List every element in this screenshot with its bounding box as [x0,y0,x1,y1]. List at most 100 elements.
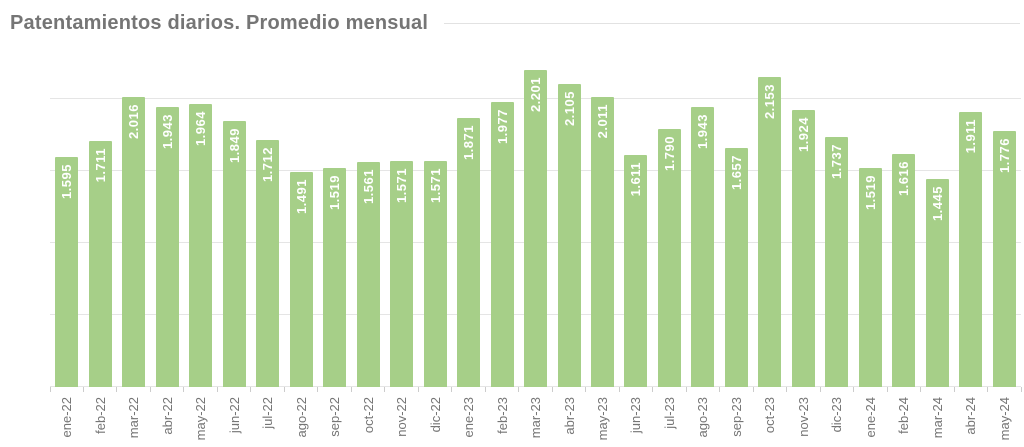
bar: 1.871 [457,117,481,387]
bar-slot: 1.571 [385,55,418,387]
bar: 1.943 [691,107,715,387]
x-axis-label: may-23 [594,397,610,441]
bar-value-label: 1.445 [929,185,945,221]
chart-header: Patentamientos diarios. Promedio mensual [10,12,1020,35]
x-axis-label: ago-22 [293,397,309,438]
x-label-slot: abr-23 [552,397,585,445]
x-axis-label: jun-22 [226,397,242,434]
axis-tick [1020,387,1022,392]
bar: 1.737 [825,136,849,387]
bar-value-label: 1.871 [461,124,477,160]
axis-ticks [49,387,1022,392]
bar-value-label: 1.911 [963,118,979,154]
bar-value-label: 1.711 [92,147,108,182]
bar-slot: 1.790 [653,55,686,387]
bar-value-label: 1.616 [896,161,912,197]
bar-value-label: 2.011 [594,104,610,139]
bar-value-label: 1.943 [159,114,175,150]
bar: 1.776 [992,131,1016,387]
title-rule [444,23,1020,24]
x-axis-label: ene-22 [59,397,75,438]
axis-tick [920,387,922,392]
x-label-slot: abr-22 [150,397,183,445]
bar-slot: 1.711 [83,55,116,387]
bar-slot: 1.776 [988,55,1021,387]
axis-tick [283,387,285,392]
bar: 1.616 [892,154,916,387]
bar-value-label: 2.105 [561,90,577,126]
x-label-slot: jun-22 [217,397,250,445]
bar: 2.016 [122,96,146,387]
axis-tick [183,387,185,392]
bar-value-label: 1.712 [260,147,276,183]
x-label-slot: dic-22 [418,397,451,445]
axis-tick [49,387,51,392]
axis-tick [853,387,855,392]
bar: 1.657 [724,148,748,387]
axis-tick [819,387,821,392]
bar-slot: 1.445 [921,55,954,387]
axis-tick [82,387,84,392]
bar-slot: 2.016 [117,55,150,387]
bar-slot: 1.595 [50,55,83,387]
x-axis-label: mar-24 [929,397,945,439]
x-axis-label: ene-23 [461,397,477,438]
bar-slot: 1.657 [720,55,753,387]
bar-slot: 1.712 [251,55,284,387]
axis-tick [317,387,319,392]
bar-value-label: 1.737 [829,143,845,179]
bar: 1.849 [222,120,246,387]
bar: 2.011 [590,97,614,387]
x-label-slot: may-23 [586,397,619,445]
x-label-slot: nov-22 [385,397,418,445]
x-label-slot: sep-22 [318,397,351,445]
x-axis-label: abr-22 [159,397,175,435]
bar-value-label: 1.561 [360,169,376,205]
x-label-slot: jul-23 [653,397,686,445]
x-axis-label: oct-23 [762,397,778,434]
bar-slot: 1.571 [418,55,451,387]
bar: 2.201 [524,70,548,387]
axis-tick [551,387,553,392]
axis-tick [250,387,252,392]
x-axis-label: feb-23 [494,397,510,434]
x-axis-label: feb-22 [92,397,108,434]
x-axis-label: may-24 [996,397,1012,441]
bar-slot: 1.611 [619,55,652,387]
bar: 1.571 [390,160,414,387]
x-label-slot: jul-22 [251,397,284,445]
x-axis-label: jul-22 [260,397,276,429]
x-label-slot: ago-22 [284,397,317,445]
bar: 1.445 [925,178,949,387]
x-label-slot: ene-23 [452,397,485,445]
x-label-slot: ago-23 [686,397,719,445]
axis-tick [585,387,587,392]
bar-value-label: 1.595 [59,164,75,200]
x-axis-label: abr-24 [963,397,979,435]
chart-title: Patentamientos diarios. Promedio mensual [10,12,429,34]
x-label-slot: sep-23 [720,397,753,445]
bar-value-label: 1.611 [628,162,644,197]
bar: 1.977 [490,102,514,387]
bar-value-label: 1.943 [695,114,711,150]
bar-slot: 1.977 [485,55,518,387]
bar: 1.711 [88,140,112,387]
x-axis-label: nov-22 [394,397,410,437]
bar-slot: 1.491 [284,55,317,387]
bar-value-label: 1.571 [427,167,443,203]
axis-tick [116,387,118,392]
x-axis-label: dic-23 [829,397,845,433]
bar-slot: 1.616 [887,55,920,387]
x-label-slot: may-22 [184,397,217,445]
bar-value-label: 1.924 [795,116,811,152]
bar: 1.790 [657,129,681,387]
bar: 1.611 [624,155,648,387]
bars: 1.595 1.711 2.016 1.943 1.964 1.849 1.712 1.491… [50,55,1021,387]
axis-tick [987,387,989,392]
x-label-slot: mar-24 [921,397,954,445]
axis-tick [786,387,788,392]
bar: 1.911 [959,111,983,387]
bar-slot: 1.943 [686,55,719,387]
bar-value-label: 1.491 [293,179,309,215]
bar: 1.571 [423,160,447,387]
